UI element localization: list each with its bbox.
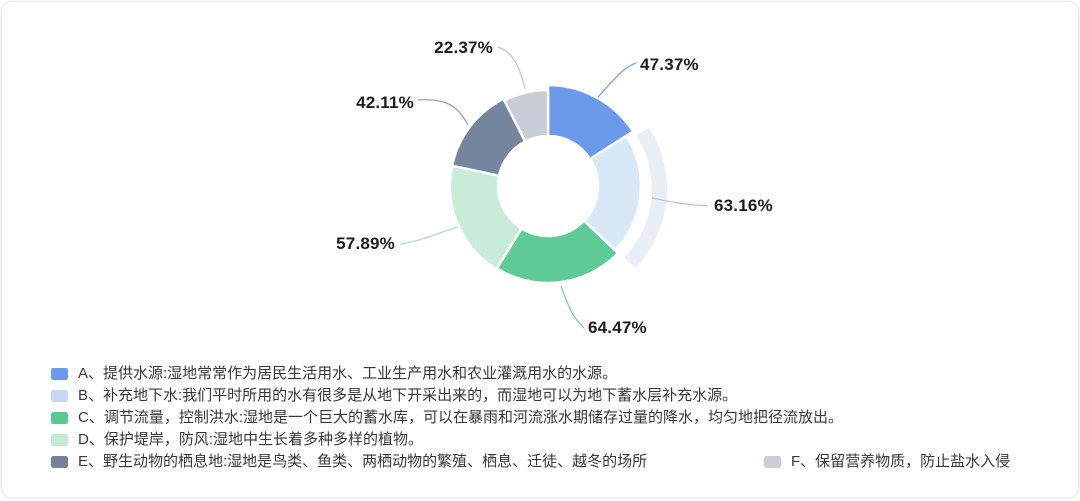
slice-label-e: 42.11%	[356, 93, 414, 112]
legend-item-a[interactable]: A、提供水源:湿地常常作为居民生活用水、工业生产用水和农业灌溉用水的水源。	[51, 366, 1061, 382]
slice-label-a: 47.37%	[640, 55, 699, 74]
legend-row: E、野生动物的栖息地:湿地是鸟类、鱼类、两栖动物的繁殖、栖息、迁徒、越冬的场所 F…	[51, 454, 1061, 470]
legend-swatch-c	[51, 412, 68, 424]
legend-row: A、提供水源:湿地常常作为居民生活用水、工业生产用水和农业灌溉用水的水源。	[51, 366, 1061, 382]
slice-highlight-ring	[624, 127, 668, 268]
legend-item-b[interactable]: B、补充地下水:我们平时所用的水有很多是从地下开采出来的，而湿地可以为地下蓄水层…	[51, 388, 1061, 404]
legend-label: C、调节流量，控制洪水:湿地是一个巨大的蓄水库，可以在暴雨和河流涨水期储存过量的…	[78, 409, 844, 426]
legend-swatch-d	[51, 434, 68, 446]
legend-row: B、补充地下水:我们平时所用的水有很多是从地下开采出来的，而湿地可以为地下蓄水层…	[51, 388, 1061, 404]
legend-item-e[interactable]: E、野生动物的栖息地:湿地是鸟类、鱼类、两栖动物的繁殖、栖息、迁徒、越冬的场所	[51, 454, 1061, 470]
slice-label-f: 22.37%	[434, 38, 493, 57]
legend-swatch-e	[51, 456, 68, 468]
legend-item-c[interactable]: C、调节流量，控制洪水:湿地是一个巨大的蓄水库，可以在暴雨和河流涨水期储存过量的…	[51, 410, 1061, 426]
legend-label: B、补充地下水:我们平时所用的水有很多是从地下开采出来的，而湿地可以为地下蓄水层…	[78, 387, 738, 404]
leader-line-c	[560, 285, 585, 329]
chart-legend: A、提供水源:湿地常常作为居民生活用水、工业生产用水和农业灌溉用水的水源。 B、补…	[51, 366, 1061, 476]
legend-swatch-f	[764, 456, 781, 468]
legend-swatch-b	[51, 390, 68, 402]
donut-chart: 47.37% 63.16% 64.47% 57.89% 42.11% 22.37%	[336, 38, 773, 337]
legend-item-d[interactable]: D、保护堤岸，防风:湿地中生长着多种多样的植物。	[51, 432, 1061, 448]
legend-row: D、保护堤岸，防风:湿地中生长着多种多样的植物。	[51, 432, 1061, 448]
legend-row: C、调节流量，控制洪水:湿地是一个巨大的蓄水库，可以在暴雨和河流涨水期储存过量的…	[51, 410, 1061, 426]
legend-swatch-a	[51, 368, 68, 380]
pie-slice-f[interactable]	[503, 88, 550, 143]
legend-label: F、保留营养物质，防止盐水入侵	[791, 453, 1011, 470]
legend-item-f[interactable]: F、保留营养物质，防止盐水入侵	[764, 454, 1010, 470]
slice-label-d: 57.89%	[336, 234, 395, 253]
legend-label: A、提供水源:湿地常常作为居民生活用水、工业生产用水和农业灌溉用水的水源。	[78, 365, 618, 382]
leader-line-f	[497, 46, 526, 90]
legend-label: D、保护堤岸，防风:湿地中生长着多种多样的植物。	[78, 431, 424, 448]
pie-slice-c[interactable]	[495, 219, 620, 285]
slice-label-b: 63.16%	[714, 196, 773, 215]
leader-line-b	[651, 197, 709, 207]
legend-label: E、野生动物的栖息地:湿地是鸟类、鱼类、两栖动物的繁殖、栖息、迁徒、越冬的场所	[78, 453, 648, 470]
slice-label-c: 64.47%	[588, 318, 647, 337]
leader-line-a	[597, 62, 637, 98]
leader-line-e	[417, 99, 469, 126]
leader-line-d	[399, 226, 459, 245]
pie-slice-a[interactable]	[546, 83, 635, 161]
pie-slice-e[interactable]	[450, 97, 527, 177]
